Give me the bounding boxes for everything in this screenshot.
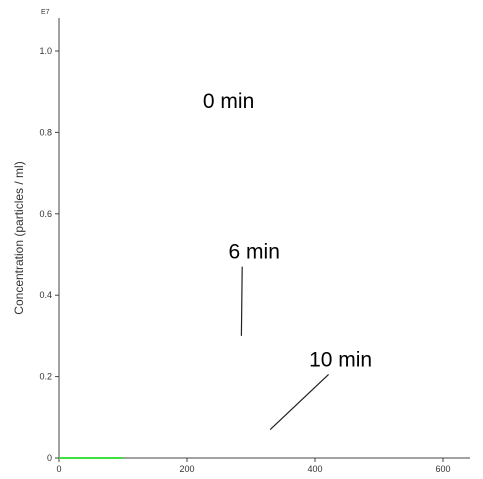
y-tick-label: 0.6 [39,209,52,219]
x-tick-label: 200 [179,464,194,474]
annotations: 0 min 6 min 10 min [203,90,372,430]
y-exponent-label: E7 [41,9,50,16]
y-tick-label: 0.4 [39,290,52,300]
y-axis-title: Concentration (particles / ml) [12,161,26,314]
x-tick-label: 400 [307,464,322,474]
ticks: 0 200 400 600 0 0.2 0.4 0.6 0.8 1.0 [39,46,450,474]
y-tick-label: 0 [47,453,52,463]
x-tick-label: 600 [435,464,450,474]
plot-area [58,18,470,459]
annotation-10min-pointer [269,373,330,430]
annotation-6min-label: 6 min [229,241,280,264]
x-tick-label: 0 [56,464,61,474]
y-tick-label: 0.2 [39,372,52,382]
annotation-6min-pointer [240,266,243,336]
annotation-10min-label: 10 min [309,348,372,371]
y-tick-label: 0.8 [39,127,52,137]
y-tick-label: 1.0 [39,46,52,56]
annotation-0min-label: 0 min [203,90,254,113]
